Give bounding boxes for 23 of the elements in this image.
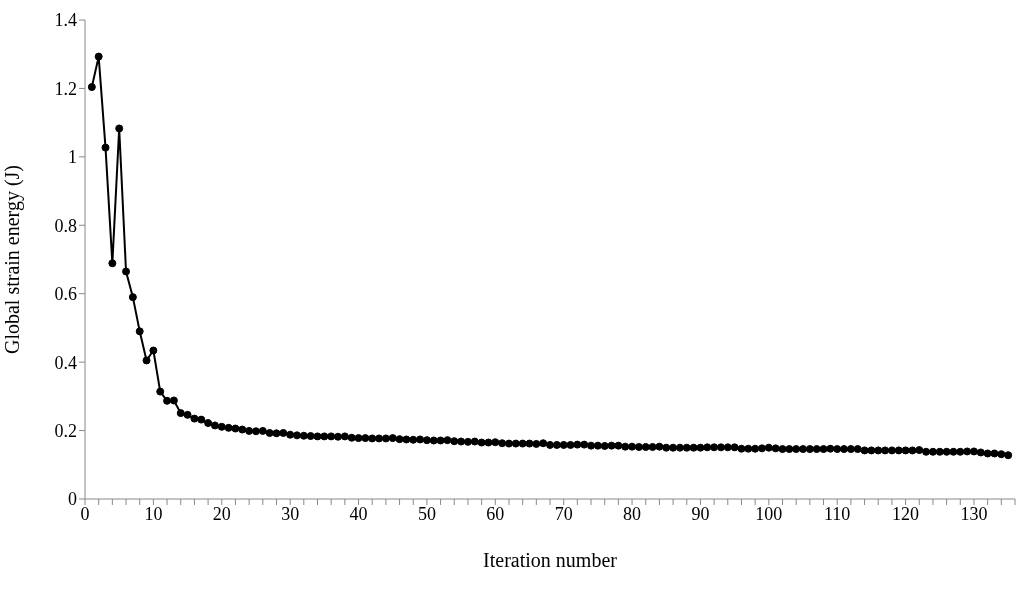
y-tick-label: 0.8 bbox=[54, 215, 77, 236]
x-tick-label: 120 bbox=[892, 503, 920, 524]
x-tick-label: 60 bbox=[486, 503, 505, 524]
y-axis-title: Global strain energy (J) bbox=[1, 164, 25, 355]
y-tick-label: 1.2 bbox=[54, 78, 77, 99]
x-tick-label: 110 bbox=[824, 503, 851, 524]
y-tick-label: 1 bbox=[68, 147, 77, 168]
y-tick-label: 0.6 bbox=[54, 284, 77, 305]
y-tick-label: 0.4 bbox=[54, 352, 77, 373]
x-tick-label: 130 bbox=[960, 503, 988, 524]
x-tick-label: 50 bbox=[417, 503, 436, 524]
x-tick-label: 90 bbox=[691, 503, 710, 524]
x-tick-label: 20 bbox=[212, 503, 231, 524]
x-tick-label: 100 bbox=[755, 503, 783, 524]
y-tick-label: 1.4 bbox=[54, 10, 77, 31]
x-axis-title: Iteration number bbox=[483, 549, 618, 571]
x-tick-label: 40 bbox=[349, 503, 368, 524]
y-tick-label: 0 bbox=[68, 489, 77, 510]
x-tick-label: 80 bbox=[623, 503, 642, 524]
x-tick-label: 70 bbox=[554, 503, 573, 524]
x-tick-label: 30 bbox=[281, 503, 300, 524]
y-tick-label: 0.2 bbox=[54, 420, 77, 441]
x-tick-label: 10 bbox=[144, 503, 163, 524]
